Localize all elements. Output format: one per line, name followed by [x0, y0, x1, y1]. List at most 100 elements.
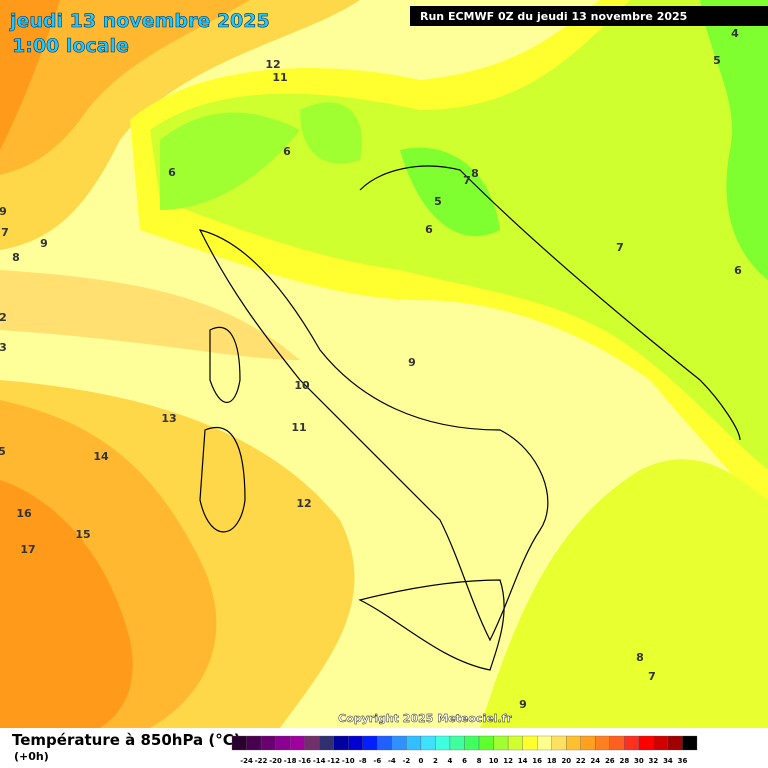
color-box [478, 735, 494, 751]
scale-label: 12 [503, 757, 513, 765]
color-box [653, 735, 669, 751]
scale-label: -2 [402, 757, 410, 765]
scale-label: 10 [489, 757, 499, 765]
contour-label: 13 [161, 412, 176, 425]
copyright: Copyright 2025 Meteociel.fr [338, 712, 512, 725]
contour-label: 4 [731, 27, 739, 40]
contour-label: 5 [434, 195, 442, 208]
green-band [400, 147, 500, 237]
scale-label: 4 [448, 757, 453, 765]
coastline [359, 165, 741, 441]
contour-label: 7 [463, 174, 471, 187]
scale-label: -22 [255, 757, 268, 765]
contour-label: 3 [0, 341, 7, 354]
color-box [682, 735, 698, 751]
contour-label: 7 [1, 226, 9, 239]
scale-label: 26 [605, 757, 615, 765]
color-box [449, 735, 465, 751]
scale-label: -6 [373, 757, 381, 765]
color-box [667, 735, 683, 751]
color-box [275, 735, 291, 751]
color-box [391, 735, 407, 751]
contour-label: 9 [0, 205, 7, 218]
map-title: jeudi 13 novembre 2025 [9, 10, 270, 32]
run-info: Run ECMWF 0Z du jeudi 13 novembre 2025 [420, 10, 687, 23]
scale-label: 36 [678, 757, 688, 765]
legend-lead: (+0h) [14, 750, 49, 763]
scale-label: 14 [518, 757, 528, 765]
scale-label: 24 [590, 757, 600, 765]
run-banner [410, 6, 768, 26]
coastline [198, 229, 549, 642]
warm-band [0, 480, 133, 728]
contour-label: 2 [0, 311, 7, 324]
contour-label: 11 [272, 71, 287, 84]
scale-label: -18 [284, 757, 297, 765]
scale-label: -16 [298, 757, 311, 765]
contour-label: 6 [734, 264, 742, 277]
contour-label: 12 [296, 497, 311, 510]
scale-label: -14 [313, 757, 326, 765]
color-box [348, 735, 363, 751]
color-box [260, 735, 276, 751]
contour-label: 6 [425, 223, 433, 236]
color-box [624, 735, 640, 751]
color-box [231, 735, 247, 751]
contour-label: 8 [471, 167, 479, 180]
color-box [493, 735, 509, 751]
scale-label: 2 [433, 757, 438, 765]
contour-label: 5 [713, 54, 721, 67]
contour-label: 7 [616, 241, 624, 254]
scale-label: -4 [388, 757, 396, 765]
color-box [595, 735, 610, 751]
scale-label: -24 [240, 757, 253, 765]
scale-label: -8 [359, 757, 367, 765]
scale-label: 0 [418, 757, 423, 765]
scale-label: 20 [561, 757, 571, 765]
contour-label: 17 [20, 543, 35, 556]
color-box [566, 735, 581, 751]
green-band [300, 102, 362, 164]
warm-band [0, 0, 250, 175]
color-box [435, 735, 451, 751]
color-box [246, 735, 262, 751]
color-box [580, 735, 596, 751]
contour-label: 6 [168, 166, 176, 179]
warm-band [0, 270, 300, 360]
scale-label: -12 [327, 757, 340, 765]
contour-label: 11 [291, 421, 306, 434]
color-box [537, 735, 552, 751]
map-time: 1:00 locale [12, 35, 129, 57]
scale-label: -10 [342, 757, 355, 765]
warm-band [0, 0, 60, 150]
green-band [160, 112, 300, 210]
scale-label: 28 [619, 757, 629, 765]
contour-label: 8 [12, 251, 20, 264]
scale-label: 6 [462, 757, 467, 765]
contour-label: 10 [294, 379, 310, 392]
legend-title: Température à 850hPa (°C) [12, 731, 241, 749]
color-box [638, 735, 654, 751]
contour-label: 7 [648, 670, 656, 683]
color-box [333, 735, 349, 751]
coastline [358, 579, 505, 671]
contour-label: 8 [636, 651, 644, 664]
green-band [700, 0, 768, 280]
color-box [362, 735, 378, 751]
contour-label: 12 [265, 58, 280, 71]
scale-label: 16 [532, 757, 542, 765]
contour-label: 14 [93, 450, 109, 463]
scale-label: 8 [477, 757, 482, 765]
contour-label: 9 [519, 698, 527, 711]
color-box [609, 735, 625, 751]
color-box [319, 735, 334, 751]
contour-label: 5 [0, 445, 6, 458]
contour-label: 6 [283, 145, 291, 158]
contour-label: 16 [16, 507, 32, 520]
color-box [406, 735, 422, 751]
scale-label: -20 [269, 757, 282, 765]
scale-label: 30 [634, 757, 644, 765]
yellow-band [480, 459, 768, 728]
